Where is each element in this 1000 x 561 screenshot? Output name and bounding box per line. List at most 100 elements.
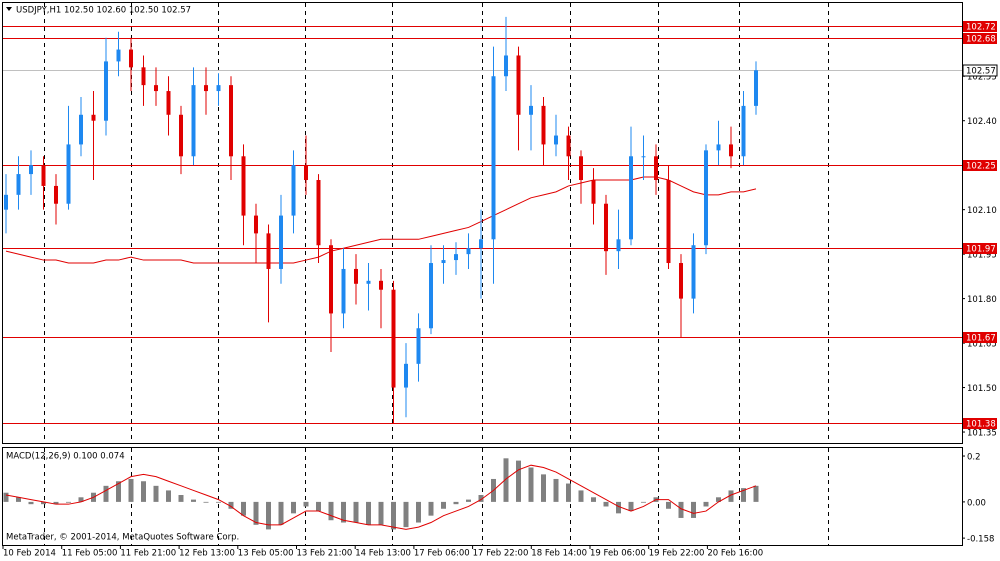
level-label-bg	[963, 21, 997, 32]
level-label-bg	[963, 160, 997, 171]
macd-bar	[416, 501, 421, 523]
macd-bar	[316, 501, 321, 512]
macd-bar	[228, 501, 234, 509]
x-tick-label: 17 Feb 06:00	[414, 549, 470, 559]
candle-body	[366, 280, 371, 284]
macd-bar	[578, 490, 584, 502]
candle-body	[241, 156, 246, 216]
candle-body	[41, 165, 46, 186]
candle-body	[629, 156, 633, 240]
macd-bar	[216, 501, 221, 503]
macd-bar	[153, 485, 159, 502]
x-tick-label: 10 Feb 2014	[3, 549, 56, 559]
macd-bar	[241, 501, 246, 516]
macd-bar	[278, 501, 284, 525]
macd-bar	[716, 497, 721, 502]
macd-bar	[191, 499, 196, 502]
candle-body	[54, 185, 58, 204]
macd-bar	[678, 501, 684, 518]
copyright: MetaTrader, © 2001-2014, MetaQuotes Soft…	[6, 533, 239, 543]
current-price-label: 102.57	[966, 67, 996, 77]
y-tick-label: 101.35	[967, 429, 997, 439]
candle-body	[91, 114, 96, 121]
candle-body	[579, 156, 583, 181]
macd-bar	[103, 485, 109, 502]
y-tick-label: 102.55	[967, 73, 997, 83]
macd-bar	[166, 490, 171, 502]
candle-body	[316, 180, 321, 246]
x-tick-label: 18 Feb 14:00	[531, 549, 587, 559]
candle-body	[466, 248, 471, 255]
candle-body	[229, 85, 233, 157]
macd-bar	[441, 501, 446, 509]
candle-body	[141, 67, 146, 86]
candle-body	[616, 239, 621, 252]
macd-bar	[641, 501, 646, 503]
level-label-bg	[963, 418, 997, 429]
x-tick-label: 19 Feb 22:00	[649, 549, 705, 559]
candle-body	[529, 105, 533, 115]
macd-bar	[403, 501, 409, 528]
candle-body	[129, 49, 133, 68]
candle-body	[591, 180, 596, 204]
macd-bar	[178, 495, 184, 502]
candle-body	[79, 114, 83, 145]
macd-bar	[78, 497, 84, 502]
candle-body	[29, 165, 33, 175]
macd-bar	[616, 501, 621, 514]
candle-body	[379, 280, 383, 290]
x-tick-label: 13 Feb 05:00	[238, 549, 294, 559]
macd-bar	[516, 460, 521, 502]
macd-bar	[503, 458, 509, 502]
candle-body	[191, 85, 196, 157]
macd-bar	[466, 499, 471, 502]
candle-body	[641, 156, 646, 158]
x-tick-label: 13 Feb 21:00	[297, 549, 353, 559]
macd-tick-label: 0.00	[967, 498, 986, 508]
macd-bar	[391, 501, 396, 530]
level-label: 101.67	[966, 334, 996, 344]
macd-bar	[291, 501, 296, 514]
candle-body	[254, 215, 258, 234]
y-tick-label: 101.65	[967, 340, 997, 350]
candle-body	[4, 194, 8, 210]
level-label-bg	[963, 243, 997, 254]
x-tick-label: 12 Feb 13:00	[179, 549, 235, 559]
macd-bar	[553, 478, 559, 502]
candle-body	[16, 174, 21, 195]
candle-body	[454, 254, 458, 261]
candle-body	[116, 49, 121, 62]
level-label: 101.38	[966, 420, 996, 430]
macd-bar	[3, 492, 9, 502]
candle-body	[741, 105, 746, 157]
macd-bar	[741, 488, 746, 502]
candle-body	[354, 268, 358, 284]
candle-body	[204, 85, 208, 92]
candle-body	[341, 268, 346, 314]
x-tick-label: 11 Feb 21:00	[120, 549, 176, 559]
candle-body	[429, 263, 433, 329]
macd-bar	[353, 501, 359, 523]
candle-body	[679, 263, 683, 299]
candle-body	[729, 144, 733, 157]
candle-body	[279, 215, 283, 269]
candle-body	[104, 61, 108, 121]
candle-body	[329, 245, 333, 314]
macd-bar	[378, 501, 384, 525]
macd-bar	[128, 478, 134, 502]
macd-bar	[53, 501, 59, 505]
macd-bar	[428, 501, 434, 516]
candle-body	[66, 144, 71, 204]
macd-bar	[266, 501, 271, 530]
level-label: 102.68	[966, 35, 996, 45]
candle-body	[404, 363, 408, 388]
candle-body	[179, 114, 183, 157]
macd-bar	[366, 501, 371, 525]
macd-bar	[328, 501, 334, 521]
macd-bar	[478, 495, 484, 502]
y-tick-label: 101.50	[967, 384, 997, 394]
candle-body	[166, 91, 171, 115]
candle-body	[541, 105, 546, 145]
